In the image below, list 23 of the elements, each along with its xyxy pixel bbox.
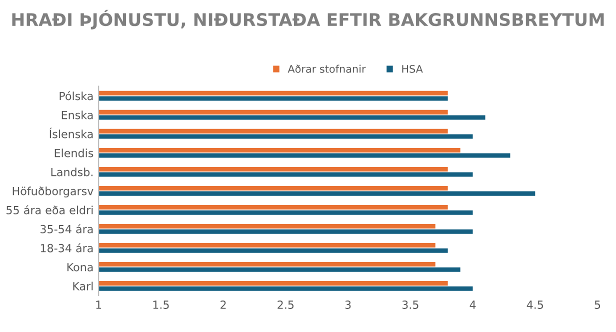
x-tick-label: 1 bbox=[96, 300, 102, 309]
y-tick-label: 55 ára eða eldri bbox=[6, 205, 93, 214]
x-tick-label: 2.5 bbox=[278, 300, 294, 309]
y-tick-label: 35-54 ára bbox=[40, 224, 93, 234]
x-tick-label: 2 bbox=[220, 300, 226, 309]
x-tick-label: 4.5 bbox=[526, 300, 544, 309]
y-tick-label: Enska bbox=[62, 110, 93, 120]
y-tick-label: Kona bbox=[67, 263, 93, 272]
legend-label: Aðrar stofnanir bbox=[288, 64, 366, 73]
x-tick-label: 5 bbox=[594, 300, 600, 309]
y-tick-label: Elendis bbox=[54, 148, 94, 158]
x-tick-label: 3 bbox=[345, 300, 351, 309]
y-tick-label: Karl bbox=[73, 282, 93, 290]
y-tick-label: 18-34 ára bbox=[40, 243, 93, 252]
y-tick-label: Höfuðborgarsv bbox=[12, 186, 94, 198]
x-tick-label: 4 bbox=[470, 300, 476, 309]
x-tick-label: 1.5 bbox=[153, 300, 169, 309]
y-tick-label: Landsb. bbox=[51, 168, 92, 176]
y-tick-label: Íslenska bbox=[50, 128, 93, 138]
y-tick-label: Pólska bbox=[60, 91, 93, 100]
legend-label: HSA bbox=[402, 64, 423, 73]
x-tick-label: 3.5 bbox=[402, 300, 418, 309]
chart-title: HRAÐI ÞJÓNUSTU, NIÐURSTAÐA EFTIR BAKGRUNNSBREYTUM bbox=[12, 10, 604, 30]
